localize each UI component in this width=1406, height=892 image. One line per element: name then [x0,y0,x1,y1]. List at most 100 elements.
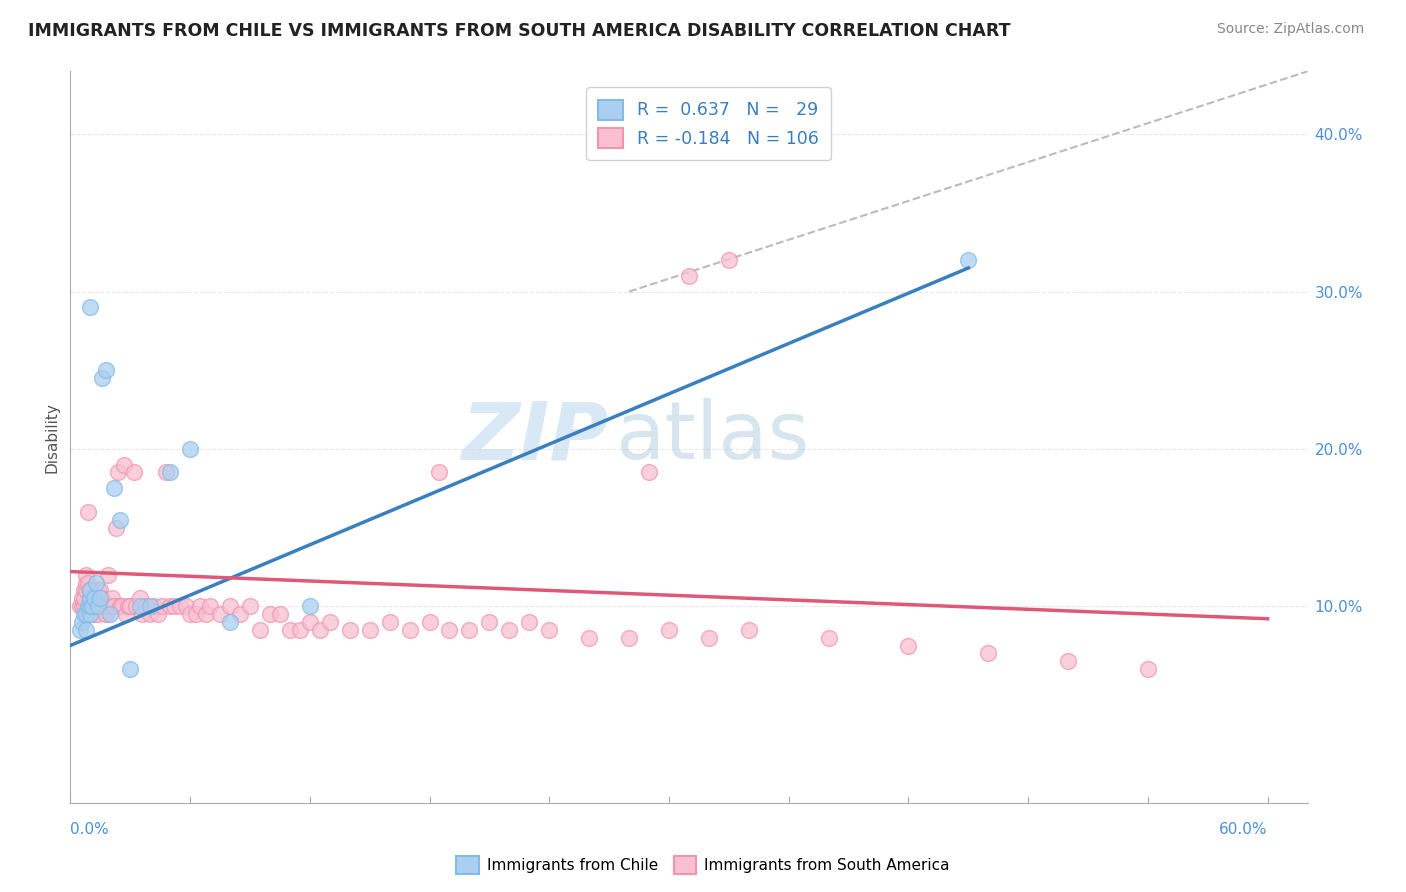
Point [498,623,520,637]
Point [129,591,152,606]
Point [75,623,97,637]
Point [77,575,100,590]
Point [717,253,740,268]
Point [249,623,271,637]
Point [87,599,110,614]
Point [538,623,561,637]
Point [75,607,97,621]
Point [188,599,211,614]
Point [93,599,115,614]
Point [93,599,115,614]
Point [817,631,839,645]
Point [73,607,96,621]
Point [1136,662,1159,676]
Point [219,599,242,614]
Point [229,607,252,621]
Point [578,631,600,645]
Point [79,591,101,606]
Point [259,607,281,621]
Point [117,599,139,614]
Point [96,607,118,621]
Text: Source: ZipAtlas.com: Source: ZipAtlas.com [1216,22,1364,37]
Point [122,466,145,480]
Text: 0.0%: 0.0% [70,822,110,837]
Point [738,623,761,637]
Point [298,599,321,614]
Point [139,607,162,621]
Point [198,599,221,614]
Point [96,607,118,621]
Point [143,599,166,614]
Point [79,599,101,614]
Point [91,591,114,606]
Point [115,607,138,621]
Point [103,599,125,614]
Point [89,591,111,606]
Point [378,615,401,629]
Point [72,599,94,614]
Point [129,599,152,614]
Point [79,599,101,614]
Point [79,599,101,614]
Point [120,599,142,614]
Point [429,466,451,480]
Text: ZIP: ZIP [461,398,609,476]
Point [89,583,111,598]
Point [111,599,134,614]
Point [135,599,157,614]
Point [98,607,121,621]
Point [89,599,111,614]
Point [98,599,121,614]
Point [79,591,101,606]
Point [269,607,291,621]
Point [79,583,101,598]
Point [120,662,142,676]
Point [517,615,540,629]
Point [120,599,142,614]
Point [131,607,153,621]
Point [155,466,177,480]
Point [79,607,101,621]
Text: atlas: atlas [614,398,808,476]
Legend: Immigrants from Chile, Immigrants from South America: Immigrants from Chile, Immigrants from S… [450,850,956,880]
Point [75,583,97,598]
Point [84,599,107,614]
Point [84,591,107,606]
Point [897,639,920,653]
Point [478,615,501,629]
Point [112,458,135,472]
Y-axis label: Disability: Disability [44,401,59,473]
Text: 60.0%: 60.0% [1219,822,1268,837]
Point [108,599,131,614]
Point [75,575,97,590]
Point [697,631,720,645]
Point [79,599,101,614]
Point [87,583,110,598]
Point [82,599,104,614]
Point [638,466,661,480]
Point [957,253,980,268]
Point [83,607,105,621]
Point [77,505,100,519]
Point [72,615,94,629]
Point [458,623,481,637]
Point [418,615,440,629]
Point [91,371,114,385]
Point [69,599,91,614]
Point [159,466,181,480]
Point [439,623,461,637]
Text: IMMIGRANTS FROM CHILE VS IMMIGRANTS FROM SOUTH AMERICA DISABILITY CORRELATION CH: IMMIGRANTS FROM CHILE VS IMMIGRANTS FROM… [28,22,1011,40]
Point [319,615,342,629]
Legend: R =  0.637   N =   29, R = -0.184   N = 106: R = 0.637 N = 29, R = -0.184 N = 106 [586,87,831,161]
Point [79,301,101,315]
Point [72,591,94,606]
Point [150,599,173,614]
Point [69,623,91,637]
Point [107,466,129,480]
Point [125,599,148,614]
Point [79,583,101,598]
Point [977,646,1000,660]
Point [288,623,311,637]
Point [77,599,100,614]
Point [108,513,131,527]
